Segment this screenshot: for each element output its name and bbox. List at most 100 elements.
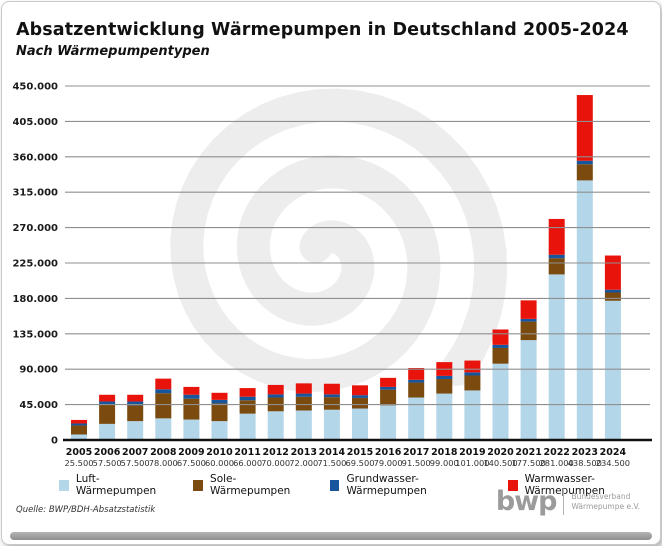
bar-segment: [352, 385, 368, 396]
x-category-label: 2007: [122, 447, 148, 458]
bar-segment: [183, 386, 200, 395]
bar-segment: [183, 398, 200, 420]
x-category-label: 2014: [319, 447, 346, 458]
legend-label: Grundwasser-Wärmepumpen: [346, 473, 427, 497]
bar-segment: [323, 397, 340, 410]
bar-total-label: 69.500: [345, 458, 374, 468]
bar-segment: [576, 95, 593, 161]
bar-segment: [267, 394, 284, 398]
bar-segment: [352, 395, 368, 398]
x-category-label: 2005: [66, 447, 92, 458]
x-category-label: 2024: [600, 447, 627, 458]
logo-caption-line2: Wärmepumpe e.V.: [571, 502, 640, 511]
bar-segment: [380, 405, 397, 440]
bar-segment: [408, 397, 425, 440]
x-category-label: 2008: [150, 447, 177, 458]
bar-segment: [71, 423, 87, 426]
bar-segment: [239, 396, 256, 401]
bar-segment: [576, 160, 593, 165]
bar-segment: [323, 394, 340, 398]
bar-segment: [352, 408, 368, 440]
bar-segment: [492, 363, 509, 440]
y-tick-label: 90.000: [19, 365, 58, 376]
x-category-label: 2013: [291, 447, 317, 458]
bwp-logo: bwp Bundesverband Wärmepumpe e.V.: [496, 488, 640, 515]
bars: [71, 95, 621, 440]
y-tick-label: 315.000: [12, 188, 58, 199]
bar-segment: [520, 340, 537, 440]
x-category-label: 2011: [234, 447, 260, 458]
bar-total-label: 57.500: [93, 458, 122, 468]
bar-segment: [408, 382, 425, 398]
bar-segment: [211, 421, 228, 440]
legend-label: Sole-Wärmepumpen: [210, 473, 291, 497]
bar-segment: [295, 383, 312, 394]
legend-swatch: [507, 479, 518, 491]
bar-segment: [548, 254, 565, 259]
bar-segment: [380, 386, 397, 390]
bar-segment: [548, 218, 565, 255]
bar-segment: [436, 375, 453, 380]
bar-segment: [576, 164, 593, 181]
y-tick-label: 0: [51, 436, 58, 447]
bar-segment: [295, 393, 312, 397]
bar-segment: [408, 379, 425, 383]
x-category-label: 2015: [347, 447, 373, 458]
x-category-label: 2023: [572, 447, 598, 458]
bar-segment: [127, 401, 144, 406]
x-category-label: 2016: [375, 447, 402, 458]
bar-segment: [548, 258, 565, 275]
bar-segment: [464, 360, 481, 373]
bar-segment: [99, 394, 116, 402]
bar-segment: [576, 180, 593, 440]
y-tick-label: 225.000: [12, 259, 58, 270]
bar-segment: [71, 434, 87, 440]
bar-segment: [380, 377, 397, 387]
bar-segment: [295, 410, 312, 440]
legend-item: Grundwasser-Wärmepumpen: [329, 473, 484, 497]
bar-segment: [352, 397, 368, 409]
bar-segment: [239, 400, 256, 414]
bar-total-label: 78.000: [149, 458, 178, 468]
x-category-label: 2018: [431, 447, 458, 458]
logo-caption-line1: Bundesverband: [571, 492, 631, 501]
bar-segment: [71, 419, 87, 424]
x-category-label: 2012: [262, 447, 288, 458]
bar-segment: [155, 389, 172, 394]
bar-segment: [323, 409, 340, 440]
x-category-label: 2022: [543, 447, 569, 458]
bar-segment: [211, 403, 228, 422]
y-tick-label: 270.000: [12, 223, 58, 234]
bar-segment: [127, 405, 144, 422]
bar-segment: [183, 419, 200, 440]
bar-total-label: 79.000: [374, 458, 403, 468]
bar-segment: [127, 394, 144, 402]
bar-segment: [211, 392, 228, 400]
bar-segment: [604, 255, 621, 290]
y-tick-label: 135.000: [12, 329, 58, 340]
legend-label: Luft-Wärmepumpen: [75, 473, 157, 497]
bar-segment: [604, 300, 621, 440]
bar-segment: [520, 318, 537, 322]
bar-segment: [464, 375, 481, 391]
x-category-label: 2020: [487, 447, 514, 458]
bar-segment: [408, 368, 425, 380]
legend-swatch: [59, 479, 69, 491]
bar-segment: [127, 421, 144, 440]
bar-segment: [71, 425, 87, 435]
legend-item: Luft-Wärmepumpen: [59, 473, 169, 497]
source-note: Quelle: BWP/BDH-Absatzstatistik: [16, 505, 156, 515]
bar-segment: [239, 388, 256, 397]
bar-segment: [239, 413, 256, 440]
logo-divider: [563, 489, 565, 515]
bar-segment: [604, 289, 621, 293]
x-category-label: 2017: [403, 447, 429, 458]
logo-caption: Bundesverband Wärmepumpe e.V.: [571, 492, 640, 512]
bar-total-label: 234.500: [596, 458, 630, 468]
legend-item: Sole-Wärmepumpen: [193, 473, 305, 497]
bar-total-label: 71.500: [317, 458, 346, 468]
bar-total-label: 438.500: [568, 458, 602, 468]
x-category-label: 2010: [206, 447, 233, 458]
bar-segment: [99, 423, 116, 440]
